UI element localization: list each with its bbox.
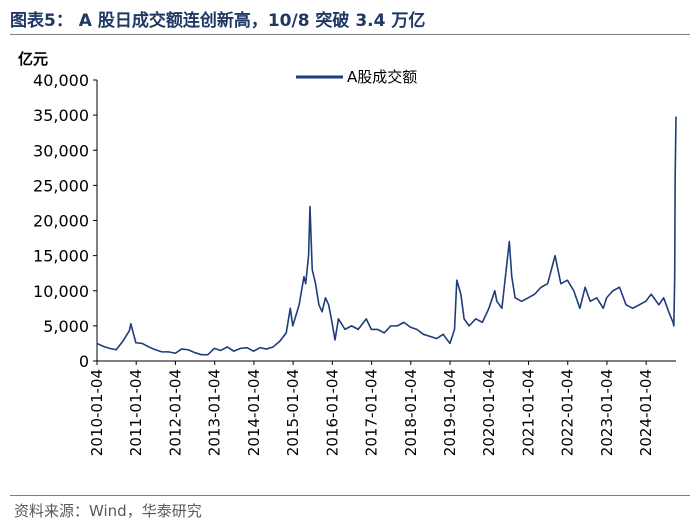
y-tick-label: 0 <box>79 352 89 371</box>
series-line-a-share-turnover <box>96 116 677 356</box>
x-tick-label: 2010-01-04 <box>88 369 106 456</box>
y-tick-label: 20,000 <box>33 212 89 231</box>
y-tick-label: 10,000 <box>33 282 89 301</box>
x-tick-label: 2024-01-04 <box>637 369 655 456</box>
x-tick-label: 2018-01-04 <box>402 369 420 456</box>
title-divider <box>10 34 690 35</box>
y-tick-label: 35,000 <box>33 106 89 125</box>
x-tick-label: 2019-01-04 <box>441 369 459 456</box>
y-tick-label: 30,000 <box>33 141 89 160</box>
chart-title: 图表5： A 股日成交额连创新高，10/8 突破 3.4 万亿 <box>10 11 426 31</box>
legend-label: A股成交额 <box>347 68 417 86</box>
x-tick-label: 2015-01-04 <box>284 369 302 456</box>
x-axis: 2010-01-04 2011-01-04 2012-01-04 2013-01-04… <box>88 360 676 456</box>
y-tick-label: 5,000 <box>43 317 89 336</box>
x-tick-label: 2023-01-04 <box>598 369 616 456</box>
x-tick-label: 2014-01-04 <box>245 369 263 456</box>
y-tick-label: 40,000 <box>33 71 89 90</box>
chart-legend: A股成交额 <box>296 68 417 86</box>
y-tick-label: 25,000 <box>33 176 89 195</box>
footer-divider <box>10 495 690 496</box>
x-tick-label: 2021-01-04 <box>520 369 538 456</box>
chart-canvas: 亿元 0 5,000 10,000 15,000 20,000 25,000 30,000 3… <box>18 50 677 456</box>
source-note: 资料来源：Wind，华泰研究 <box>14 502 202 520</box>
x-tick-label: 2013-01-04 <box>206 369 224 456</box>
y-tick-label: 15,000 <box>33 247 89 266</box>
y-axis-unit-label: 亿元 <box>18 50 48 68</box>
x-tick-label: 2012-01-04 <box>166 369 184 456</box>
x-tick-label: 2020-01-04 <box>480 369 498 456</box>
x-tick-label: 2011-01-04 <box>127 369 145 456</box>
x-tick-label: 2022-01-04 <box>559 369 577 456</box>
x-tick-label: 2017-01-04 <box>363 369 381 456</box>
y-axis: 0 5,000 10,000 15,000 20,000 25,000 30,000 35,0… <box>33 71 98 371</box>
x-tick-label: 2016-01-04 <box>323 369 341 456</box>
